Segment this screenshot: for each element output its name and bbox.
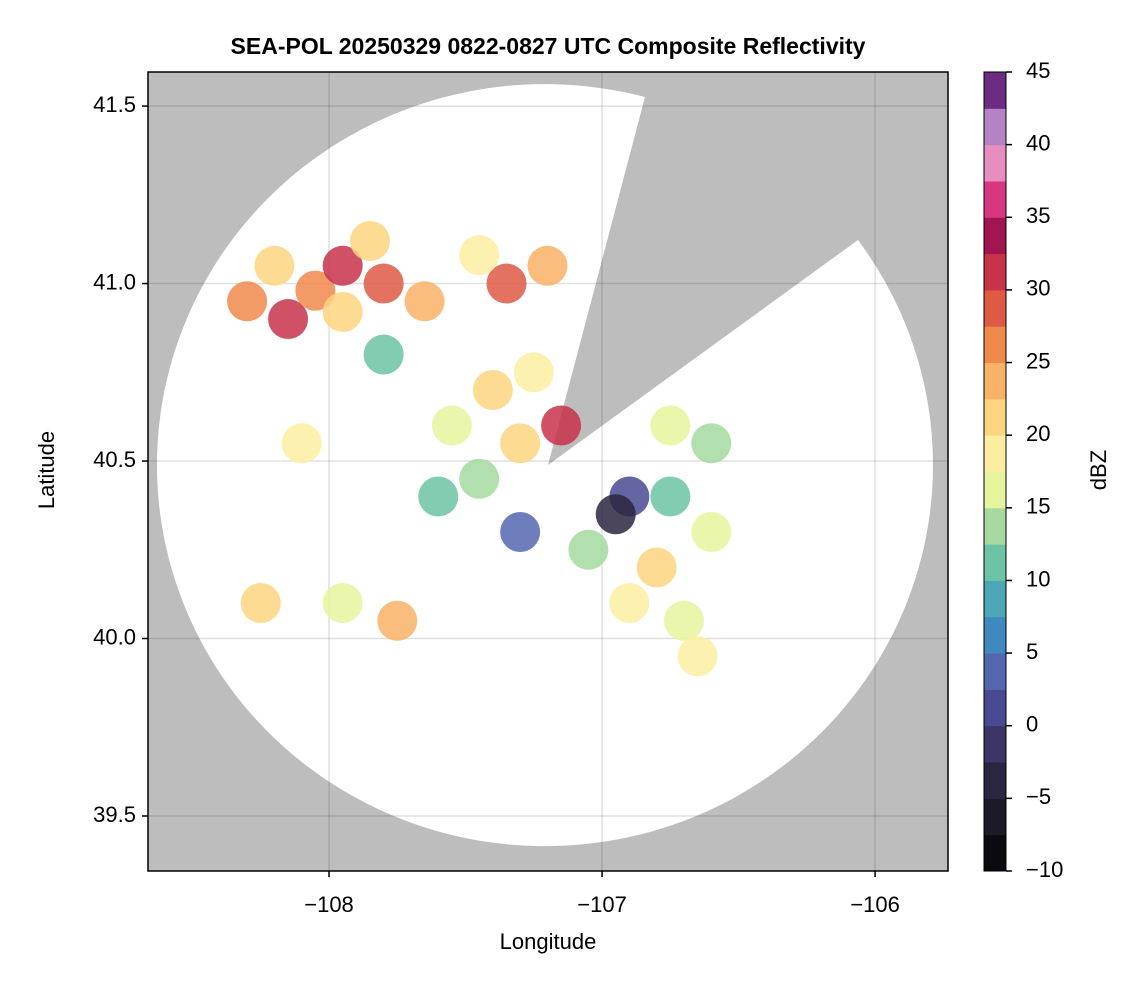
echo-cell: [527, 245, 568, 286]
colorbar-tick-label: 15: [1026, 494, 1050, 519]
echo-cell: [459, 235, 500, 276]
x-tick-label: −107: [577, 892, 627, 917]
echo-cell: [268, 299, 309, 340]
colorbar-bin: [984, 72, 1006, 109]
echo-cell: [677, 636, 718, 677]
colorbar-tick-label: −10: [1026, 857, 1063, 882]
colorbar-bin: [984, 507, 1006, 545]
colorbar-bin: [984, 471, 1006, 509]
colorbar-bin: [984, 653, 1006, 690]
colorbar-tick-label: 10: [1026, 566, 1050, 591]
colorbar-tick-label: 35: [1026, 203, 1050, 228]
echo-cell: [404, 281, 445, 322]
echo-cell: [322, 245, 363, 286]
echo-cell: [472, 370, 513, 411]
colorbar-bin: [984, 834, 1006, 872]
echo-cell: [500, 423, 541, 464]
x-tick-label: −108: [304, 892, 354, 917]
echo-cell: [322, 291, 363, 332]
colorbar-bin: [984, 616, 1006, 654]
y-axis-label: Latitude: [34, 431, 59, 509]
echo-cell: [636, 547, 677, 588]
colorbar-frame: [983, 71, 1007, 872]
colorbar-tick-label: 30: [1026, 276, 1050, 301]
echo-cell: [691, 512, 732, 553]
colorbar-bin: [984, 398, 1006, 436]
colorbar-bin: [984, 362, 1006, 400]
colorbar-bin: [984, 580, 1006, 618]
colorbar-tick-label: 0: [1026, 712, 1038, 737]
echo-cell: [541, 405, 582, 446]
echo-cell: [500, 512, 541, 553]
colorbar-tick-label: 45: [1026, 58, 1050, 83]
colorbar-bin: [984, 689, 1006, 727]
echo-cell: [650, 476, 691, 517]
echo-cell: [227, 281, 268, 322]
echo-cell: [363, 263, 404, 304]
y-tick-label: 41.5: [93, 92, 136, 117]
echo-cell: [240, 583, 281, 624]
y-tick-label: 39.5: [93, 802, 136, 827]
echo-cell: [513, 352, 554, 393]
colorbar-bin: [984, 725, 1006, 763]
echo-cell: [349, 220, 390, 261]
echo-cell: [595, 494, 636, 535]
plot-frame: [147, 71, 949, 872]
colorbar-tick-label: 25: [1026, 348, 1050, 373]
colorbar-tick-label: 5: [1026, 639, 1038, 664]
echo-cell: [377, 600, 418, 641]
colorbar-bin: [984, 180, 1006, 218]
echo-cell: [418, 476, 459, 517]
echo-cell: [281, 423, 322, 464]
colorbar-bin: [984, 217, 1006, 255]
colorbar-tick-label: −5: [1026, 784, 1051, 809]
echo-cell: [568, 529, 609, 570]
colorbar-bin: [984, 435, 1006, 472]
y-tick-label: 40.5: [93, 447, 136, 472]
echo-cell: [295, 270, 336, 311]
colorbar-bin: [984, 798, 1006, 836]
echo-cell: [663, 600, 704, 641]
x-axis-label: Longitude: [500, 929, 597, 954]
y-tick-label: 40.0: [93, 624, 136, 649]
colorbar-bin: [984, 544, 1006, 581]
colorbar-bin: [984, 289, 1006, 327]
echo-cell: [609, 583, 650, 624]
echo-cell: [691, 423, 732, 464]
echo-cell: [650, 405, 691, 446]
colorbar-bin: [984, 144, 1006, 182]
colorbar-tick-label: 20: [1026, 421, 1050, 446]
colorbar-bin: [984, 762, 1006, 799]
echo-cell: [486, 263, 527, 304]
colorbar-bin: [984, 326, 1006, 364]
colorbar-tick-label: 40: [1026, 130, 1050, 155]
colorbar-bin: [984, 253, 1006, 291]
grid: [148, 72, 948, 871]
y-tick-label: 41.0: [93, 269, 136, 294]
echo-cell: [459, 458, 500, 499]
echo-cell: [254, 245, 295, 286]
colorbar-label: dBZ: [1086, 450, 1111, 490]
chart-title: SEA-POL 20250329 0822-0827 UTC Composite…: [231, 33, 866, 59]
echo-cell: [322, 583, 363, 624]
echoes: [227, 220, 732, 677]
x-tick-label: −106: [850, 892, 900, 917]
echo-cell: [363, 334, 404, 375]
echo-cell: [431, 405, 472, 446]
colorbar-bin: [984, 108, 1006, 146]
